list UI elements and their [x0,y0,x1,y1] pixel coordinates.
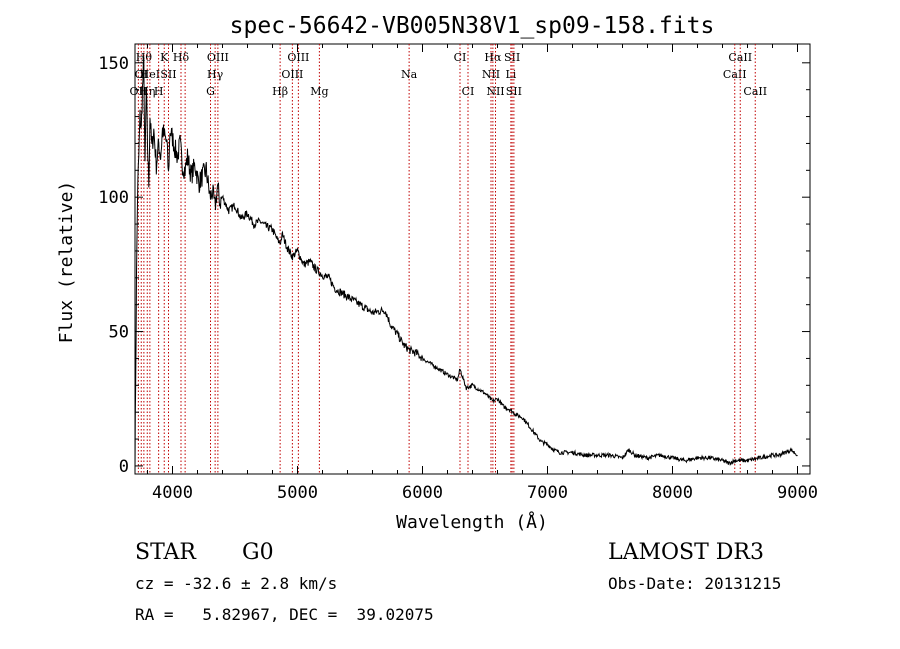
line-label-5: H [154,85,164,98]
line-label-8: Hδ [173,51,190,64]
line-label-13: Hβ [272,85,288,98]
coordinates: RA = 5.82967, DEC = 39.02075 [135,605,434,624]
x-tick-label-2: 6000 [402,483,443,503]
x-tick-label-0: 4000 [152,483,193,503]
line-label-17: Na [401,68,418,81]
x-tick-label-5: 9000 [777,483,818,503]
line-label-22: NII [486,85,504,98]
line-label-28: CaII [743,85,767,98]
line-label-18: CI [454,51,467,64]
y-tick-label-2: 100 [98,188,129,208]
x-tick-label-1: 5000 [277,483,318,503]
spectrum-chart: OIIOIHθHηHeIHKSIIHδGHγOIIIHβOIIIOIIIMgNa… [56,13,818,533]
object-class: STAR [135,540,196,565]
line-label-19: CI [462,85,475,98]
line-label-6: K [160,51,169,64]
line-label-23: Li [505,68,516,81]
chart-title: spec-56642-VB005N38V1_sp09-158.fits [230,13,715,39]
spectrum-line [134,56,798,475]
line-label-4: HeI [140,68,160,81]
line-label-10: G [206,85,215,98]
line-label-12: OIII [207,51,229,64]
radial-velocity: cz = -32.6 ± 2.8 km/s [135,574,338,593]
line-label-25: SII [506,85,522,98]
line-label-16: Mg [310,85,328,98]
line-label-7: SII [160,68,176,81]
y-tick-label-3: 150 [98,54,129,74]
x-tick-label-3: 7000 [527,483,568,503]
observation-date: Obs-Date: 20131215 [608,574,782,593]
y-tick-label-0: 0 [119,457,129,477]
line-label-20: NII [482,68,500,81]
plot-frame [134,43,811,475]
line-label-27: CaII [728,51,752,64]
line-label-11: Hγ [207,68,224,81]
line-label-26: CaII [723,68,747,81]
x-tick-label-4: 8000 [652,483,693,503]
line-label-3: Hη [139,85,155,98]
line-label-24: SII [504,51,520,64]
line-label-14: OIII [281,68,303,81]
survey-name: LAMOST DR3 [608,540,764,565]
axes: 4000 5000 6000 7000 8000 9000 0 50 100 150 [98,44,818,503]
line-label-21: Hα [484,51,502,64]
spectral-subclass: G0 [242,540,274,565]
emission-line-markers: OIIOIHθHηHeIHKSIIHδGHγOIIIHβOIIIOIIIMgNa… [130,44,767,474]
line-label-1: OI [135,68,148,81]
y-tick-label-1: 50 [109,323,129,343]
y-axis-label: Flux (relative) [56,181,77,344]
x-axis-label: Wavelength (Å) [396,511,548,533]
line-label-15: OIII [287,51,309,64]
